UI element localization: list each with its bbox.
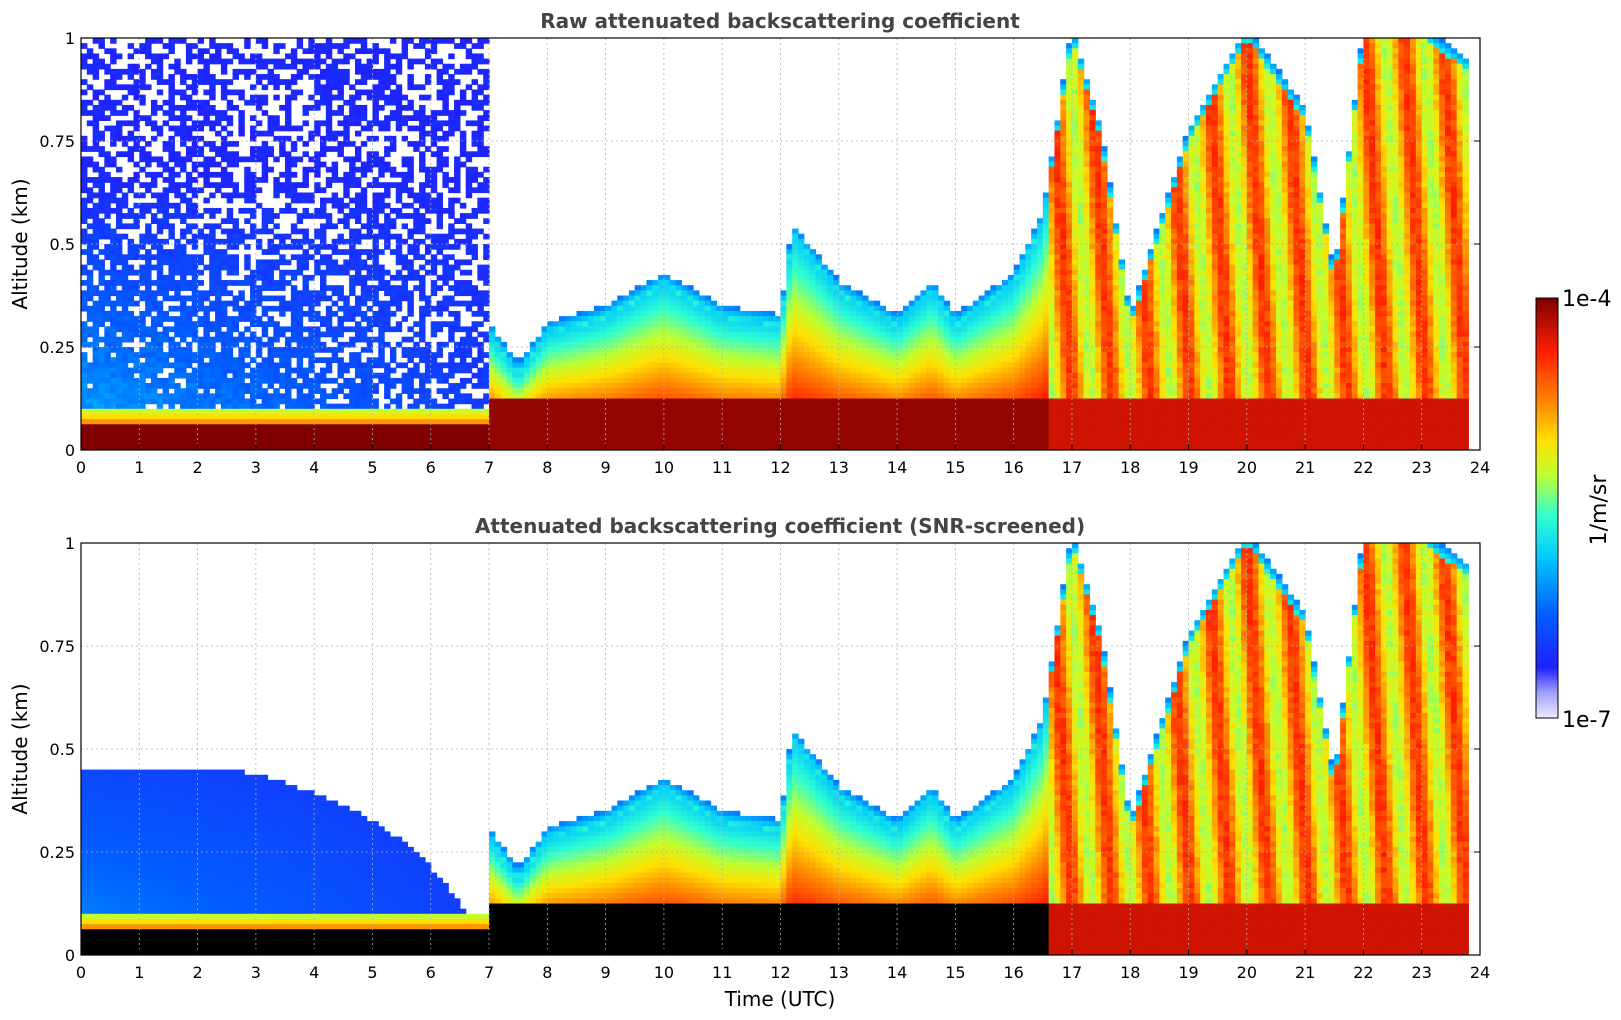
x-tick-label: 5 — [367, 963, 377, 982]
chart-title: Raw attenuated backscattering coefficien… — [540, 9, 1020, 33]
colorbar-units-label: 1/m/sr — [1587, 474, 1612, 546]
grid-raw — [81, 38, 1480, 450]
x-tick-label: 3 — [251, 458, 261, 477]
x-tick-label: 16 — [1003, 458, 1023, 477]
x-ticks-raw: 0 1 2 3 4 5 6 7 8 9 10 11 12 13 14 15 16 17 18 19 20 21 22 23 24 — [76, 444, 1490, 477]
x-tick-label: 12 — [770, 458, 790, 477]
x-tick-label: 0 — [76, 458, 86, 477]
x-tick-label: 17 — [1062, 963, 1082, 982]
x-tick-label: 9 — [601, 458, 611, 477]
panel-screened: Attenuated backscattering coefficient (S… — [8, 514, 1490, 1011]
x-tick-label: 8 — [542, 963, 552, 982]
x-tick-label: 6 — [426, 963, 436, 982]
x-tick-label: 2 — [192, 963, 202, 982]
x-axis-label: Time (UTC) — [724, 987, 836, 1011]
x-tick-label: 13 — [829, 963, 849, 982]
x-tick-label: 15 — [945, 458, 965, 477]
x-tick-label: 4 — [309, 458, 319, 477]
y-ticks-screened: 0 0.25 0.5 0.75 1 — [39, 534, 1480, 965]
y-tick-label: 1 — [65, 29, 75, 48]
y-tick-label: 1 — [65, 534, 75, 553]
x-tick-label: 23 — [1412, 963, 1432, 982]
x-tick-label: 14 — [887, 963, 907, 982]
x-tick-label: 2 — [192, 458, 202, 477]
y-tick-label: 0.25 — [39, 843, 75, 862]
x-tick-label: 6 — [426, 458, 436, 477]
y-tick-label: 0 — [65, 441, 75, 460]
x-tick-label: 1 — [134, 963, 144, 982]
y-axis-label: Altitude (km) — [8, 178, 32, 309]
colorbar-gradient — [1535, 297, 1559, 719]
x-tick-label: 20 — [1237, 963, 1257, 982]
heatmap-raw — [81, 38, 1469, 450]
x-tick-label: 4 — [309, 963, 319, 982]
x-tick-label: 7 — [484, 963, 494, 982]
chart-title: Attenuated backscattering coefficient (S… — [475, 514, 1085, 538]
x-tick-label: 19 — [1178, 458, 1198, 477]
x-tick-label: 18 — [1120, 963, 1140, 982]
x-tick-label: 24 — [1470, 458, 1490, 477]
x-tick-label: 3 — [251, 963, 261, 982]
x-tick-label: 14 — [887, 458, 907, 477]
x-tick-label: 17 — [1062, 458, 1082, 477]
y-tick-label: 0.25 — [39, 338, 75, 357]
heatmap-screened — [81, 543, 1469, 955]
y-tick-label: 0.5 — [50, 235, 75, 254]
panel-raw: Raw attenuated backscattering coefficien… — [8, 9, 1490, 477]
x-tick-label: 10 — [654, 458, 674, 477]
y-tick-label: 0 — [65, 946, 75, 965]
x-tick-label: 18 — [1120, 458, 1140, 477]
x-tick-label: 5 — [367, 458, 377, 477]
x-tick-label: 22 — [1353, 458, 1373, 477]
x-ticks-screened: 0 1 2 3 4 5 6 7 8 9 10 11 12 13 14 15 16 17 18 19 20 21 22 23 24 — [76, 949, 1490, 982]
x-tick-label: 22 — [1353, 963, 1373, 982]
x-tick-label: 21 — [1295, 458, 1315, 477]
x-tick-label: 23 — [1412, 458, 1432, 477]
x-tick-label: 15 — [945, 963, 965, 982]
y-ticks-raw: 0 0.25 0.5 0.75 1 — [39, 29, 1480, 460]
y-tick-label: 0.75 — [39, 132, 75, 151]
x-tick-label: 24 — [1470, 963, 1490, 982]
colorbar-min-label: 1e-7 — [1562, 708, 1611, 733]
x-tick-label: 11 — [712, 458, 732, 477]
x-tick-label: 16 — [1003, 963, 1023, 982]
x-tick-label: 10 — [654, 963, 674, 982]
grid-screened — [81, 543, 1480, 955]
x-tick-label: 20 — [1237, 458, 1257, 477]
x-tick-label: 7 — [484, 458, 494, 477]
y-tick-label: 0.75 — [39, 637, 75, 656]
x-tick-label: 9 — [601, 963, 611, 982]
x-tick-label: 11 — [712, 963, 732, 982]
colorbar-max-label: 1e-4 — [1562, 287, 1611, 312]
y-axis-label: Altitude (km) — [8, 683, 32, 814]
y-tick-label: 0.5 — [50, 740, 75, 759]
x-tick-label: 13 — [829, 458, 849, 477]
x-tick-label: 21 — [1295, 963, 1315, 982]
x-tick-label: 0 — [76, 963, 86, 982]
x-tick-label: 1 — [134, 458, 144, 477]
colorbar: 1e-4 1e-7 1/m/sr — [1535, 287, 1612, 733]
x-tick-label: 19 — [1178, 963, 1198, 982]
x-tick-label: 8 — [542, 458, 552, 477]
x-tick-label: 12 — [770, 963, 790, 982]
